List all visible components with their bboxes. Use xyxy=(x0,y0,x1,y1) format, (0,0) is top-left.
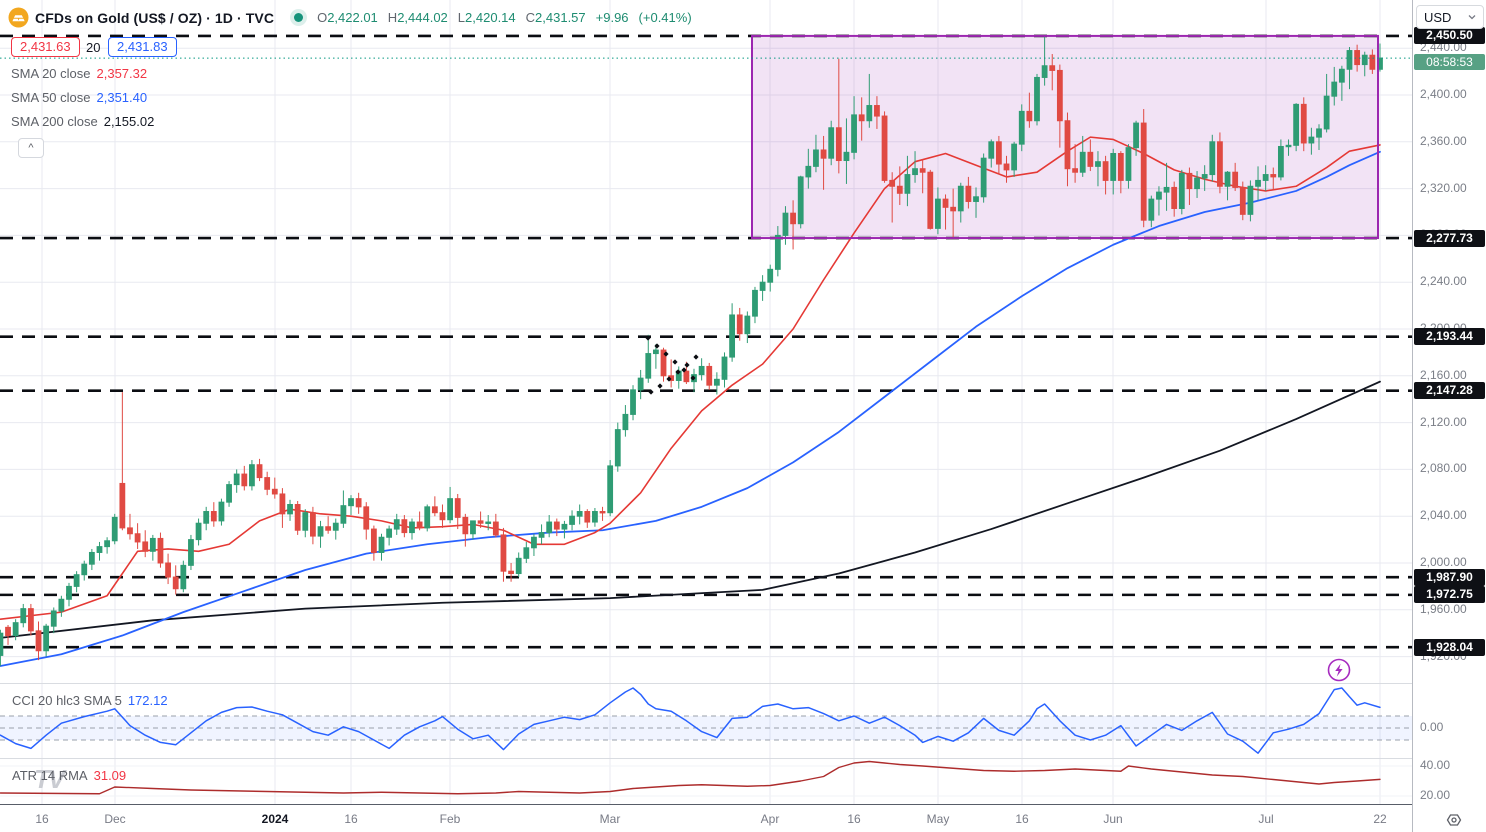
price-tag-blue[interactable]: 2,431.83 xyxy=(108,37,177,57)
time-axis-label: May xyxy=(926,812,950,826)
time-axis[interactable]: 16 Dec 2024 16 Feb Mar Apr 16 May 16 Jun Jul 22 xyxy=(0,805,1486,832)
pane-separator[interactable] xyxy=(0,758,1486,759)
time-axis-label: 2024 xyxy=(261,812,289,826)
axis-settings-icon[interactable] xyxy=(1444,810,1464,830)
change-value: +9.96 xyxy=(595,10,629,25)
level-price-label: 2,450.50 xyxy=(1414,27,1485,45)
sma50-value: 2,351.40 xyxy=(96,90,148,105)
level-price-label: 2,147.28 xyxy=(1414,382,1485,400)
price-tick: 2,000.00 xyxy=(1420,555,1467,569)
sma200-value: 2,155.02 xyxy=(103,114,155,129)
time-axis-label: 16 xyxy=(344,812,358,826)
atr-tick: 20.00 xyxy=(1420,788,1451,802)
time-axis-label: 16 xyxy=(847,812,861,826)
level-price-label: 1,987.90 xyxy=(1414,568,1485,586)
time-axis-separator xyxy=(0,804,1486,805)
level-price-label: 1,972.75 xyxy=(1414,586,1485,604)
price-tick: 2,040.00 xyxy=(1420,508,1467,523)
sma20-value: 2,357.32 xyxy=(96,66,148,81)
close-value: 2,431.57 xyxy=(535,10,586,25)
level-price-label: 2,193.44 xyxy=(1414,328,1485,346)
price-tick: 2,400.00 xyxy=(1420,87,1467,101)
gold-symbol-icon xyxy=(8,7,29,28)
symbol-legend[interactable]: CFDs on Gold (US$ / OZ) · 1D · TVC O2,42… xyxy=(8,7,692,28)
atr-tick: 40.00 xyxy=(1420,758,1451,772)
quantity-tag[interactable]: 20 xyxy=(86,40,101,55)
time-axis-label: 16 xyxy=(35,812,49,826)
cci-pane-canvas[interactable] xyxy=(0,684,1412,758)
high-value: 2,444.02 xyxy=(397,10,448,25)
price-tick: 2,360.00 xyxy=(1420,133,1467,148)
legend-sma20[interactable]: SMA 20 close 2,357.32 xyxy=(11,66,148,81)
price-axis[interactable]: USD 2,440.002,400.002,360.002,320.002,28… xyxy=(1412,0,1486,832)
time-axis-label: Jul xyxy=(1258,812,1274,826)
lightning-icon[interactable] xyxy=(1326,657,1352,683)
chevron-down-icon xyxy=(1468,15,1476,20)
level-price-label: 1,928.04 xyxy=(1414,638,1485,656)
time-axis-label: Mar xyxy=(599,812,621,826)
currency-dropdown[interactable]: USD xyxy=(1416,5,1484,29)
time-axis-label: Feb xyxy=(439,812,461,826)
time-axis-label: Dec xyxy=(104,812,126,826)
price-tick: 2,080.00 xyxy=(1420,461,1467,476)
price-tick: 2,320.00 xyxy=(1420,180,1467,195)
atr-value: 31.09 xyxy=(93,768,127,783)
atr-pane-canvas[interactable] xyxy=(0,759,1412,804)
price-tag-red[interactable]: 2,431.63 xyxy=(11,37,80,57)
tradingview-watermark: TV xyxy=(34,764,65,794)
price-tick: 2,120.00 xyxy=(1420,414,1467,429)
legend-cci[interactable]: CCI 20 hlc3 SMA 5 172.12 xyxy=(12,693,168,708)
time-axis-label: 22 xyxy=(1373,812,1387,826)
legend-atr[interactable]: ATR 14 RMA 31.09 xyxy=(12,768,127,783)
bar-countdown: 08:58:53 xyxy=(1414,54,1485,71)
open-value: 2,422.01 xyxy=(327,10,378,25)
change-percent: (+0.41%) xyxy=(638,10,692,25)
legend-sma200[interactable]: SMA 200 close 2,155.02 xyxy=(11,114,155,129)
time-axis-label: Jun xyxy=(1103,812,1123,826)
cci-tick: 0.00 xyxy=(1420,720,1444,734)
time-axis-label: 16 xyxy=(1015,812,1029,826)
low-value: 2,420.14 xyxy=(465,10,516,25)
ohlc-values: O2,422.01 H2,444.02 L2,420.14 C2,431.57 … xyxy=(317,10,692,25)
legend-collapse-button[interactable]: ^ xyxy=(18,138,44,158)
time-axis-label: Apr xyxy=(760,812,780,826)
cci-value: 172.12 xyxy=(127,693,168,708)
pane-separator[interactable] xyxy=(0,683,1486,684)
market-status-dot[interactable] xyxy=(294,13,304,22)
price-tick: 1,960.00 xyxy=(1420,601,1467,616)
level-price-label: 2,277.73 xyxy=(1414,229,1485,247)
price-tick: 2,160.00 xyxy=(1420,367,1467,382)
price-tick: 2,240.00 xyxy=(1420,274,1467,289)
legend-sma50[interactable]: SMA 50 close 2,351.40 xyxy=(11,90,148,105)
symbol-title[interactable]: CFDs on Gold (US$ / OZ) · 1D · TVC xyxy=(35,9,275,26)
main-chart-canvas[interactable] xyxy=(0,0,1412,684)
